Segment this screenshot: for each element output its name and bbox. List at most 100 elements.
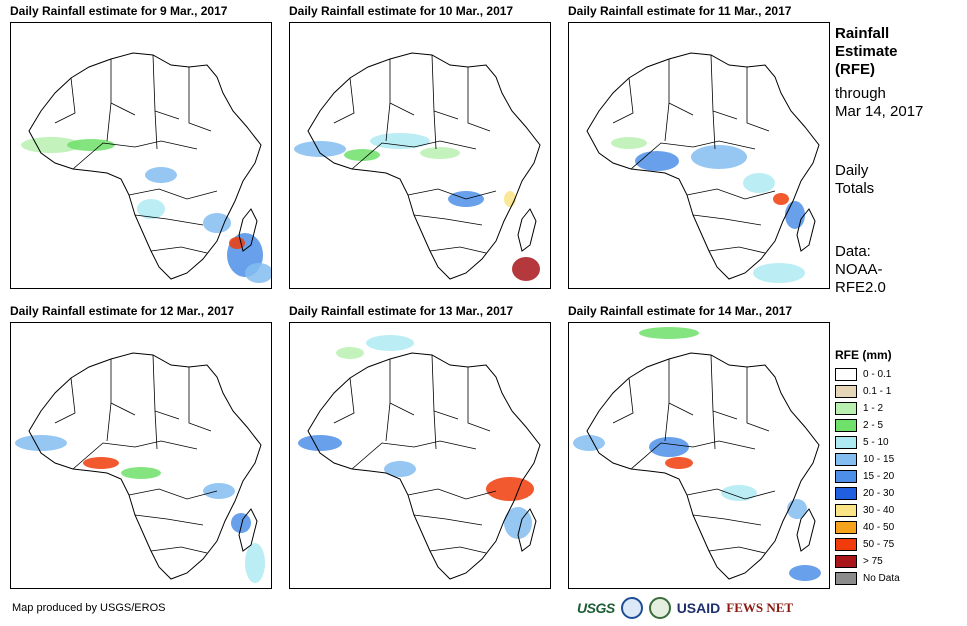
country-border [407,188,497,200]
legend-swatch [835,402,857,415]
country-border [110,359,136,416]
rainfall-area [743,173,775,193]
country-border [712,110,716,150]
legend-label: 2 - 5 [863,420,884,431]
country-border [429,546,487,554]
rainfall-area [15,435,67,451]
rainfall-area [21,137,81,153]
country-border [467,367,491,432]
country-border [72,440,198,470]
country-border [429,246,487,254]
legend-row: 2 - 5 [835,417,900,434]
sidebar-data-line-3: RFE2.0 [835,279,886,296]
map-credit: Map produced by USGS/EROS [12,602,166,614]
country-border [154,110,158,150]
rainfall-area [512,257,540,281]
sidebar-through-date: Mar 14, 2017 [835,103,924,120]
africa-map-3 [586,52,820,283]
country-border [389,59,415,116]
country-border [431,54,459,120]
sidebar-data-line-2: NOAA- [835,261,883,278]
coastline [796,508,816,552]
doi-logo [648,597,671,619]
legend-swatch [835,572,857,585]
rainfall-area [336,347,364,359]
legend-label: 1 - 2 [863,403,884,414]
country-border [664,102,670,142]
country-border [712,410,716,450]
country-border [54,77,76,124]
country-border [467,67,491,132]
rainfall-area [203,483,235,499]
country-border [686,188,776,200]
legend-swatch [835,504,857,517]
legend-swatch [835,538,857,551]
legend-swatch [835,453,857,466]
country-border [188,367,212,432]
sidebar-totals-line-1: Daily [835,162,869,179]
country-border [351,140,477,170]
sidebar-data-line-1: Data: [835,243,871,260]
country-border [413,514,483,526]
country-border [389,359,415,416]
legend-row: 30 - 40 [835,502,900,519]
africa-map-1 [21,52,271,283]
country-border [351,440,477,470]
rainfall-area [789,565,821,581]
country-border [630,440,756,470]
legend-swatch [835,470,857,483]
country-border [134,514,204,526]
rainfall-area [298,435,342,451]
country-border [668,59,694,116]
country-border [72,140,198,170]
country-border [433,110,437,150]
legend-label: 40 - 50 [863,522,895,533]
rainfall-area [366,335,414,351]
partner-logos: USGS USAID FEWS NET [577,596,793,620]
africa-map-5 [298,335,541,580]
coastline [307,52,541,280]
legend-label: 15 - 20 [863,471,895,482]
legend: 0 - 0.1 0.1 - 1 1 - 2 2 - 5 5 - 10 10 - 15 15 … [835,366,900,587]
legend-row: No Data [835,570,900,587]
rainfall-area [785,201,805,229]
legend-row: 5 - 10 [835,434,900,451]
panel-title-5: Daily Rainfall estimate for 13 Mar., 201… [289,304,514,318]
legend-row: 0 - 0.1 [835,366,900,383]
country-border [385,102,391,142]
country-border [668,359,694,416]
legend-swatch [835,419,857,432]
legend-row: 50 - 75 [835,536,900,553]
country-border [433,410,437,450]
rainfall-area [573,435,605,451]
legend-label: 30 - 40 [863,505,895,516]
country-border [110,59,136,116]
africa-map-6 [573,327,821,581]
legend-label: 20 - 30 [863,488,895,499]
africa-map-4 [15,352,265,583]
panel-title-6: Daily Rainfall estimate for 14 Mar., 201… [568,304,793,318]
rainfall-map-5 [289,322,551,589]
rainfall-area [486,477,534,501]
rainfall-area [691,145,747,169]
legend-swatch [835,521,857,534]
rainfall-area [203,213,231,233]
coastline [28,52,262,280]
legend-title: RFE (mm) [835,348,892,362]
country-border [692,514,762,526]
rainfall-area [384,461,416,477]
rainfall-area [773,193,789,205]
country-border [630,140,756,170]
rainfall-map-6 [568,322,830,589]
country-border [150,546,208,554]
country-border [708,546,766,554]
country-border [152,54,180,120]
legend-row: 20 - 30 [835,485,900,502]
rainfall-area [504,191,516,207]
legend-label: 0.1 - 1 [863,386,892,397]
country-border [431,354,459,420]
country-border [710,354,738,420]
country-border [188,67,212,132]
panel-title-3: Daily Rainfall estimate for 11 Mar., 201… [568,4,792,18]
rainfall-map-2 [289,22,551,289]
